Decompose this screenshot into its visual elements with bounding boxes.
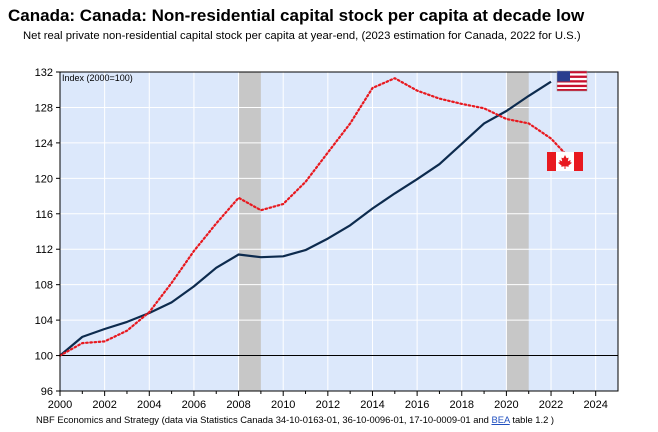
- x-tick-label: 2000: [48, 399, 72, 411]
- x-tick-label: 2018: [450, 399, 474, 411]
- y-tick-label: 132: [35, 67, 53, 79]
- x-tick-label: 2022: [539, 399, 563, 411]
- y-tick-label: 116: [35, 209, 53, 221]
- y-tick-label: 128: [35, 102, 53, 114]
- y-tick-label: 124: [35, 138, 53, 150]
- x-tick-label: 2016: [405, 399, 429, 411]
- x-tick-label: 2006: [182, 399, 206, 411]
- x-tick-label: 2012: [316, 399, 340, 411]
- plot-frame: [59, 71, 619, 392]
- recession-band: [238, 72, 261, 391]
- x-tick-label: 2014: [360, 399, 384, 411]
- chart-title: Canada: Canada: Non-residential capital …: [8, 6, 585, 25]
- x-tick-label: 2008: [226, 399, 250, 411]
- chart-subtitle: Net real private non-residential capital…: [23, 30, 581, 42]
- y-tick-label: 104: [35, 315, 53, 327]
- y-tick-label: 120: [35, 173, 53, 185]
- x-tick-label: 2002: [92, 399, 116, 411]
- bea-link[interactable]: BEA: [491, 414, 510, 425]
- y-tick-label: 108: [35, 280, 53, 292]
- canada-flag-icon: [547, 152, 583, 171]
- x-tick-label: 2010: [271, 399, 295, 411]
- y-tick-label: 96: [41, 386, 53, 398]
- canada-series-line: [58, 77, 575, 357]
- source-text: NBF Economics and Strategy (data via Sta…: [36, 414, 492, 425]
- source-suffix: table 1.2 ): [509, 414, 555, 425]
- y-axis-label: Index (2000=100): [62, 73, 133, 83]
- source-note: NBF Economics and Strategy (data via Sta…: [36, 414, 554, 425]
- y-tick-label: 112: [35, 244, 53, 256]
- x-tick-label: 2020: [494, 399, 518, 411]
- y-tick-label: 100: [35, 351, 53, 363]
- us-series-line: [59, 80, 552, 357]
- us-flag-icon: [556, 70, 588, 92]
- x-tick-label: 2024: [583, 399, 607, 411]
- x-tick-label: 2004: [137, 399, 161, 411]
- recession-band: [506, 72, 529, 391]
